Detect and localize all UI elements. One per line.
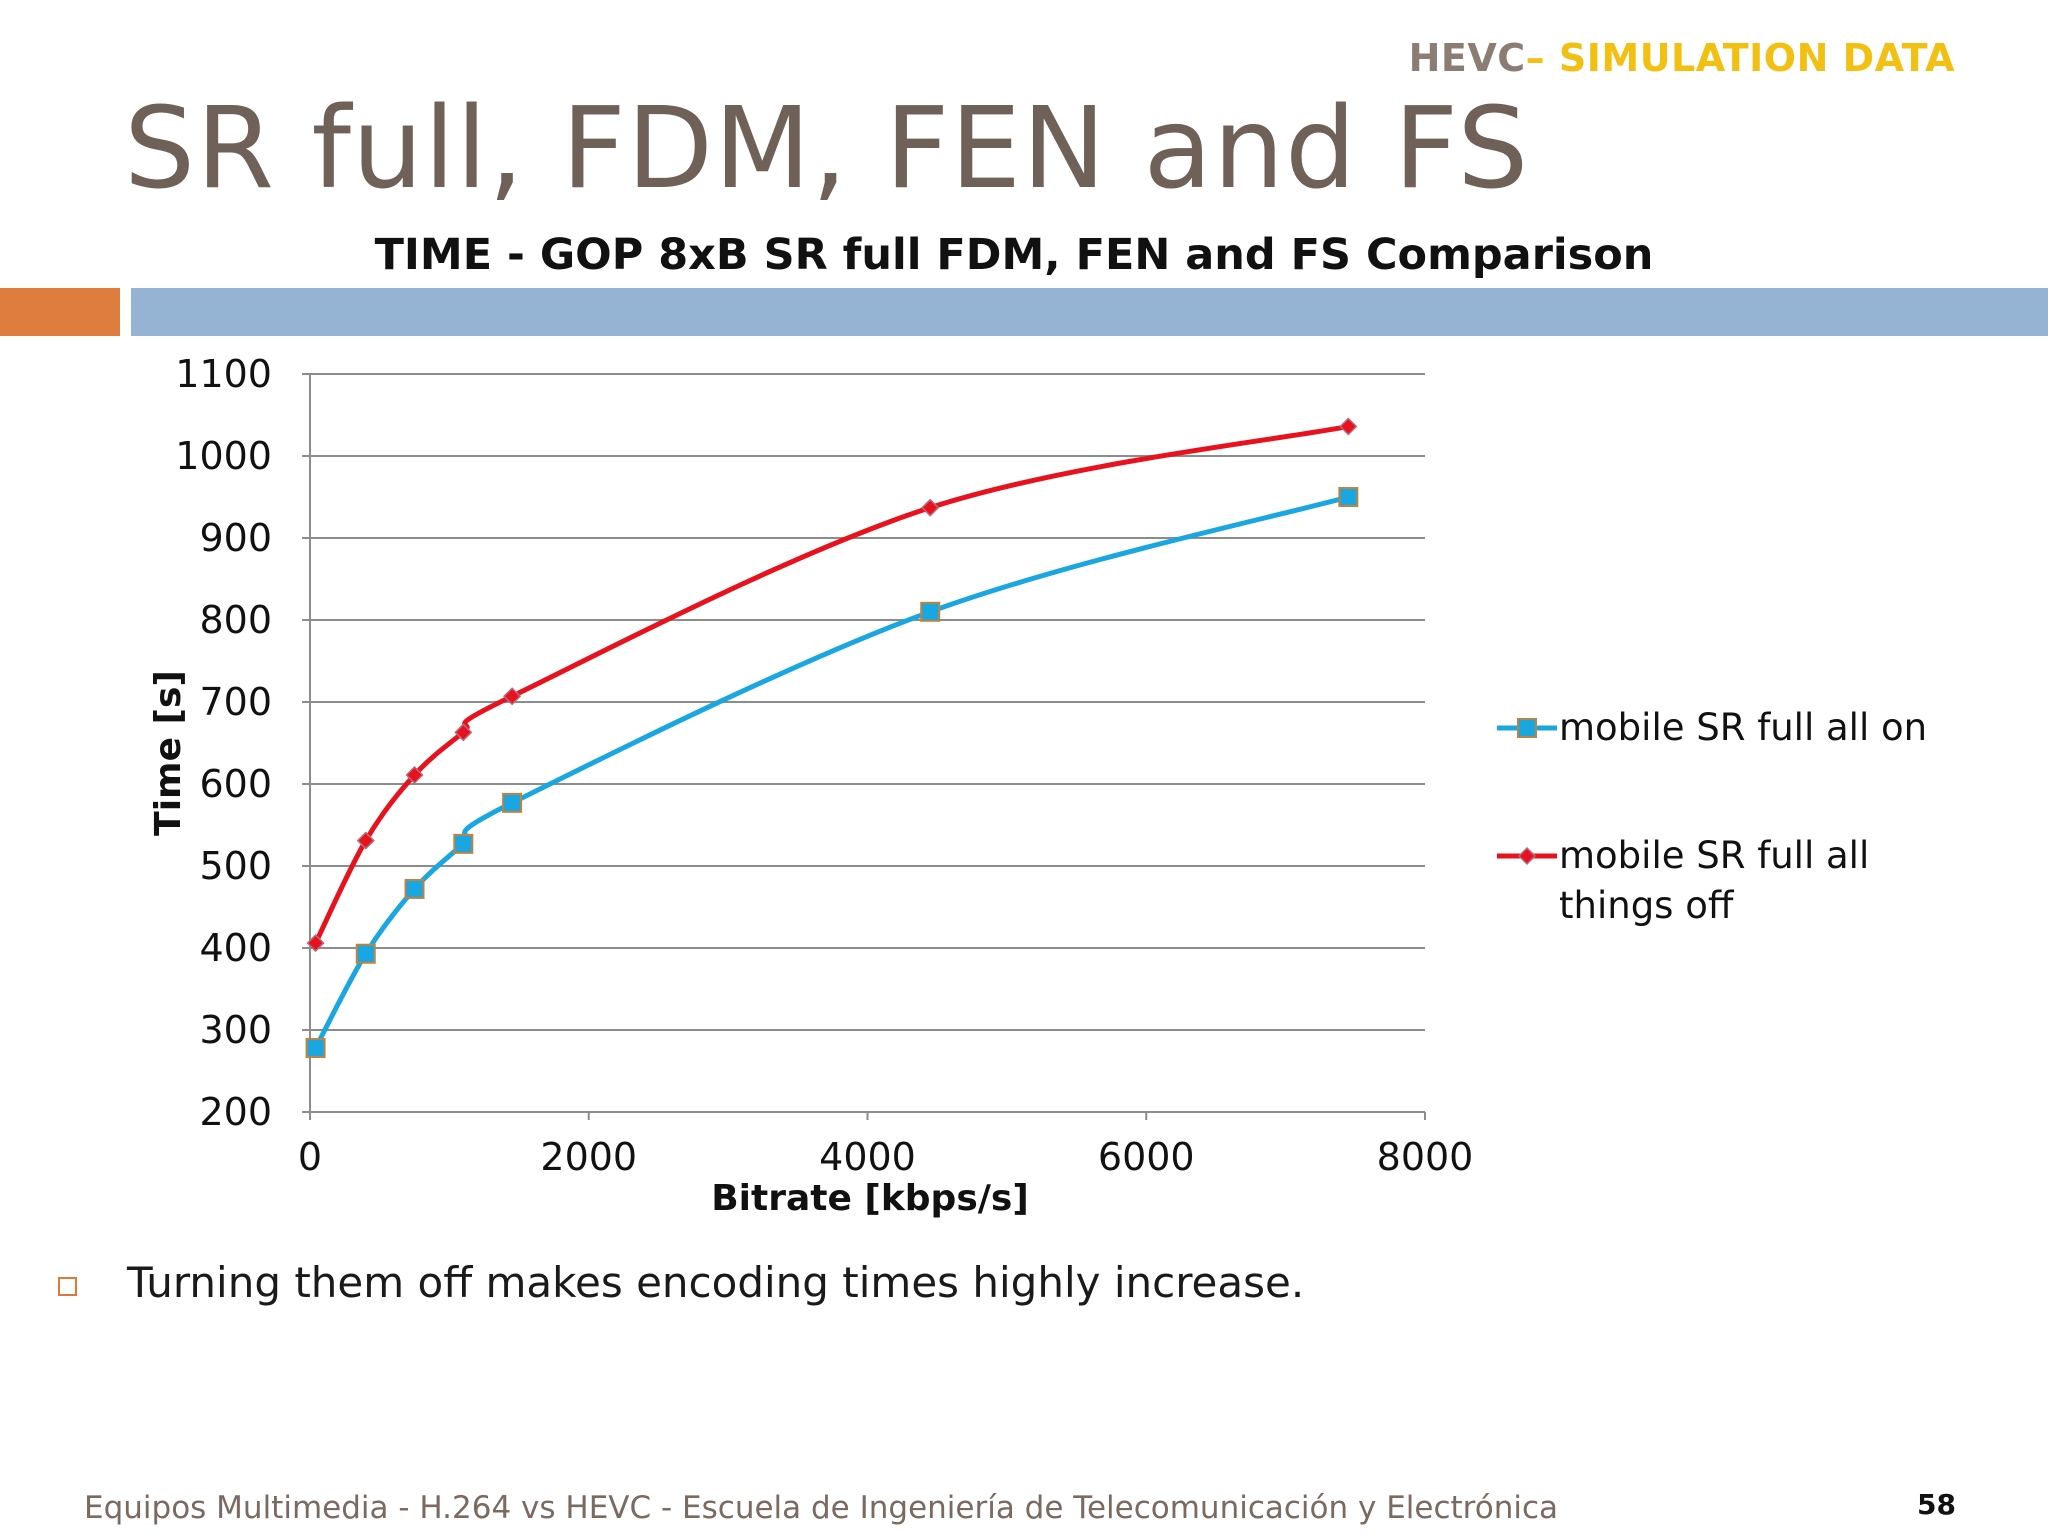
- section-tag: HEVC– SIMULATION DATA: [1409, 36, 1955, 80]
- chart-gridlines: [310, 373, 1425, 1031]
- chart-legend: mobile SR full all on mobile SR full all t…: [1497, 706, 1927, 927]
- x-tick-label: 2000: [540, 1135, 637, 1179]
- chart-title: TIME - GOP 8xB SR full FDM, FEN and FS C…: [374, 230, 1654, 280]
- y-tick-label: 1100: [175, 352, 272, 396]
- data-point: [305, 1038, 326, 1059]
- page-number: 58: [1917, 1488, 1956, 1521]
- chart-series: [305, 417, 1359, 1059]
- y-tick-label: 300: [199, 1008, 272, 1052]
- x-tick-label: 6000: [1098, 1135, 1195, 1179]
- data-point: [355, 943, 376, 964]
- y-tick-label: 800: [199, 598, 272, 642]
- data-point: [405, 765, 424, 785]
- accent-bar-orange: [0, 288, 120, 336]
- accent-bar-blue: [131, 288, 2048, 336]
- footer-text: Equipos Multimedia - H.264 vs HEVC - Esc…: [84, 1490, 1558, 1526]
- data-point: [920, 601, 941, 622]
- x-tick-label: 8000: [1377, 1135, 1474, 1179]
- x-axis-label: Bitrate [kbps/s]: [711, 1178, 1029, 1219]
- section-tag-suffix: – SIMULATION DATA: [1525, 36, 1955, 80]
- chart-axes: [302, 373, 1426, 1120]
- series-1: [305, 487, 1359, 1059]
- y-tick-label: 400: [199, 926, 272, 970]
- x-tick-label: 4000: [819, 1135, 916, 1179]
- line-chart: 200 300 400 500 600 700 800 900 1000 1100 0 2000 40…: [148, 352, 1927, 1219]
- data-point: [503, 687, 522, 706]
- x-tick-labels: 0 2000 4000 6000 8000: [298, 1135, 1473, 1179]
- data-point: [454, 723, 473, 742]
- y-tick-label: 700: [199, 680, 272, 724]
- legend-marker: [1517, 718, 1537, 738]
- series-line: [313, 494, 1350, 1050]
- series-2: [306, 417, 1358, 953]
- data-point: [306, 934, 325, 953]
- legend-label: mobile SR full all things off: [1559, 834, 1869, 927]
- y-tick-label: 600: [199, 762, 272, 806]
- data-point: [502, 792, 523, 813]
- legend-label: mobile SR full all on: [1559, 706, 1927, 749]
- data-point: [921, 498, 940, 517]
- data-point: [1339, 417, 1358, 436]
- data-point: [404, 878, 425, 899]
- section-tag-prefix: HEVC: [1408, 36, 1526, 80]
- y-axis-label: Time [s]: [148, 670, 189, 836]
- data-point: [356, 831, 375, 850]
- y-tick-label: 900: [199, 516, 272, 560]
- bullet-text: Turning them off makes encoding times hi…: [127, 1258, 1305, 1307]
- legend-marker: [1517, 846, 1537, 866]
- data-point: [1338, 487, 1359, 507]
- y-tick-label: 500: [199, 844, 272, 888]
- x-tick-label: 0: [298, 1135, 322, 1179]
- y-tick-labels: 200 300 400 500 600 700 800 900 1000 1100: [175, 352, 272, 1134]
- slide-title: SR full, FDM, FEN and FS: [124, 84, 1530, 214]
- series-line: [313, 424, 1349, 945]
- data-point: [453, 833, 474, 854]
- y-tick-label: 1000: [175, 434, 272, 478]
- bullet-square-icon: [58, 1277, 77, 1296]
- y-tick-label: 200: [199, 1090, 272, 1134]
